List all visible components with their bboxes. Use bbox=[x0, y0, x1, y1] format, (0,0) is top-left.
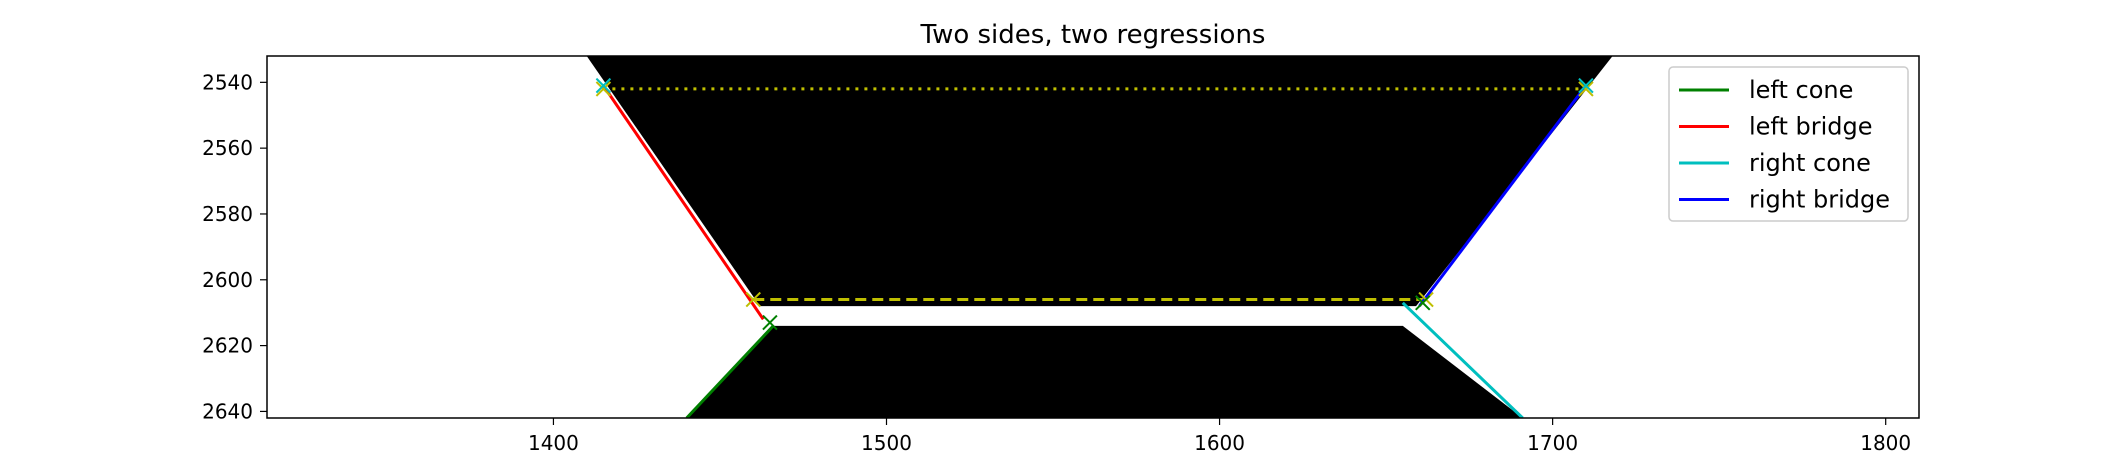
marker-x-6 bbox=[762, 314, 778, 331]
marker-x-5 bbox=[1578, 77, 1594, 94]
marker-stroke-b bbox=[745, 291, 761, 308]
legend-label-left-cone: left cone bbox=[1749, 76, 1853, 104]
marker-stroke-b bbox=[1578, 81, 1594, 97]
axes: 1400 1500 1600 1700 1800 2540 2560 2580 2600 2620… bbox=[202, 55, 1920, 455]
series-line-left-bridge bbox=[602, 84, 765, 321]
plot-area bbox=[586, 56, 1613, 418]
marker-x-4 bbox=[595, 77, 612, 94]
image-shape-bottom bbox=[686, 325, 1523, 418]
marker-x-1 bbox=[1578, 81, 1594, 97]
legend-label-right-bridge: right bridge bbox=[1749, 186, 1890, 214]
marker-stroke-b bbox=[595, 81, 612, 97]
chart-title: Two sides, two regressions bbox=[920, 20, 1266, 50]
y-tick-label-2620: 2620 bbox=[202, 334, 253, 358]
y-tick-label-2600: 2600 bbox=[202, 268, 253, 292]
x-tick-label-1800: 1800 bbox=[1860, 431, 1911, 455]
x-tick-label-1500: 1500 bbox=[861, 431, 912, 455]
x-tick-label-1700: 1700 bbox=[1527, 431, 1578, 455]
plot-inner bbox=[586, 56, 1613, 418]
axes-frame bbox=[266, 55, 1920, 419]
series-line-left-cone bbox=[685, 324, 775, 418]
image-shape-top bbox=[586, 56, 1613, 307]
series-line-right-cone bbox=[1401, 301, 1524, 418]
marker-x-0 bbox=[595, 81, 612, 97]
x-tick-label-1600: 1600 bbox=[1194, 431, 1245, 455]
x-tick-label-1400: 1400 bbox=[528, 431, 579, 455]
y-tick-label-2580: 2580 bbox=[202, 202, 253, 226]
legend-label-left-bridge: left bridge bbox=[1749, 113, 1873, 141]
marker-stroke-b bbox=[595, 77, 612, 94]
marker-x-7 bbox=[1415, 295, 1431, 311]
legend: left cone left bridge right cone right brid… bbox=[1668, 66, 1909, 222]
legend-box bbox=[1668, 66, 1909, 222]
y-tick-label-2560: 2560 bbox=[202, 136, 253, 160]
legend-label-right-cone: right cone bbox=[1749, 149, 1871, 177]
marker-stroke-b bbox=[762, 314, 778, 331]
marker-stroke-b bbox=[1415, 295, 1431, 311]
series-line-right-bridge bbox=[1418, 84, 1588, 308]
y-tick-label-2540: 2540 bbox=[202, 70, 253, 94]
marker-stroke-b bbox=[1578, 77, 1594, 94]
y-tick-label-2640: 2640 bbox=[202, 399, 253, 423]
marker-x-2 bbox=[745, 291, 761, 308]
